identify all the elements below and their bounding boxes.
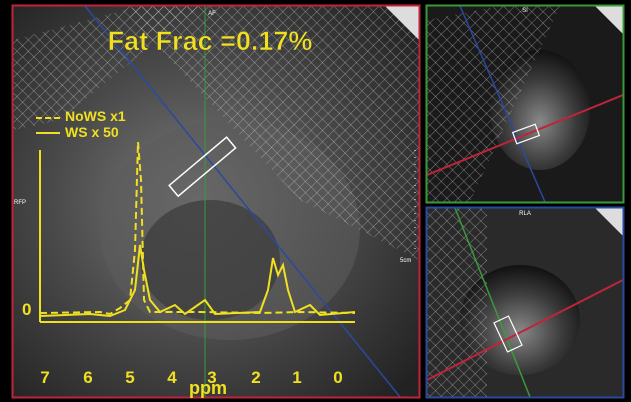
bottom-right-border	[425, 206, 625, 399]
orientation-label: SI	[522, 8, 528, 14]
bottom-right-image	[427, 208, 623, 397]
x-tick-label: 0	[333, 368, 342, 387]
x-axis-label: ppm	[189, 378, 227, 398]
orientation-label: AF	[208, 11, 216, 17]
x-ticks: 7 6 5 4 3 2 1 0	[40, 368, 342, 387]
top-right-border	[425, 4, 625, 204]
x-tick-label: 5	[125, 368, 134, 387]
x-tick-label: 3	[207, 368, 216, 387]
orientation-label: RFP	[14, 200, 26, 206]
main-image	[13, 6, 419, 397]
legend-entry: WS x 50	[65, 124, 119, 140]
x-tick-label: 7	[40, 368, 49, 387]
scale-label: 5cm	[400, 258, 411, 264]
spectrum	[36, 117, 356, 323]
x-tick-label: 1	[292, 368, 301, 387]
main-border	[11, 4, 421, 399]
top-right-image	[427, 6, 623, 202]
legend-entry: NoWS x1	[65, 108, 126, 124]
y-zero-label: 0	[22, 300, 31, 319]
orientation-label: RLA	[519, 211, 531, 217]
title: Fat Frac =0.17%	[108, 26, 313, 56]
x-tick-label: 4	[167, 368, 177, 387]
x-tick-label: 2	[251, 368, 260, 387]
x-tick-label: 6	[83, 368, 92, 387]
